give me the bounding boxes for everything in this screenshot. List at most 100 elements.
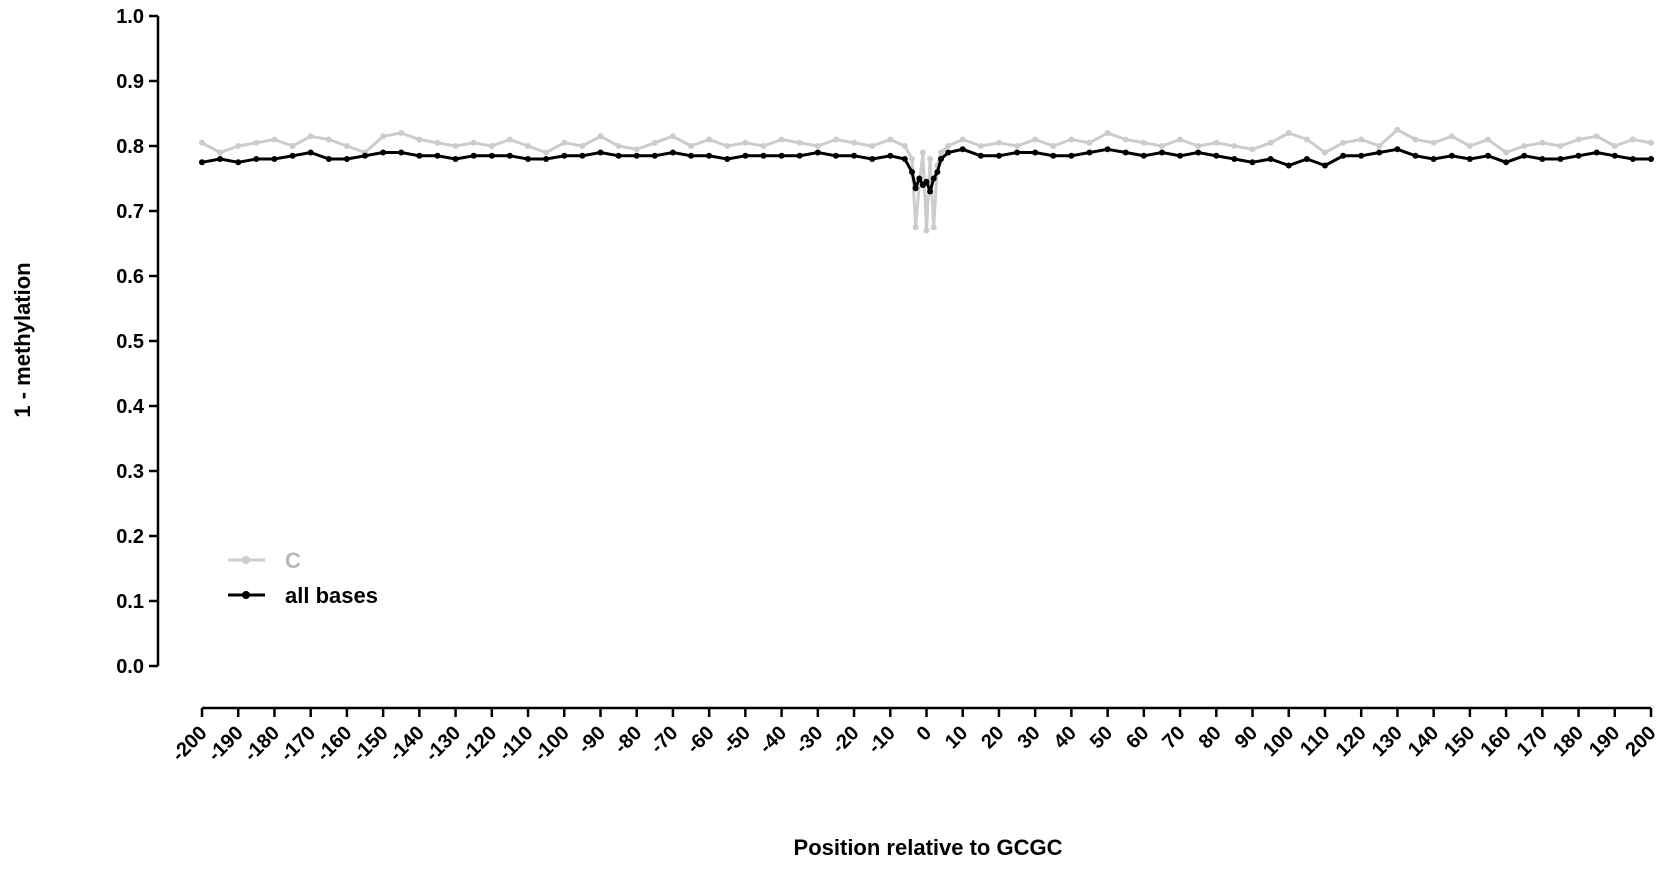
data-point-all-bases [959, 146, 966, 153]
data-point-all-bases [633, 152, 640, 159]
data-point-c [669, 133, 676, 140]
x-tick-label: 100 [1259, 722, 1298, 761]
data-point-all-bases [1430, 156, 1437, 162]
data-point-all-bases [1177, 152, 1184, 159]
data-point-all-bases [1466, 156, 1473, 162]
data-point-c [959, 136, 966, 143]
x-tick-label: 50 [1086, 722, 1117, 753]
data-point-c [543, 149, 550, 156]
data-point-all-bases [1521, 152, 1528, 159]
data-point-c [742, 139, 749, 146]
data-point-c [1539, 139, 1546, 146]
data-point-c [1412, 136, 1419, 143]
data-point-c [901, 143, 908, 149]
data-point-c [651, 139, 658, 146]
data-point-c [1177, 136, 1184, 143]
data-point-all-bases [1394, 146, 1401, 153]
data-point-all-bases [271, 156, 278, 162]
y-tick-label: 0.0 [116, 656, 144, 678]
data-point-c [325, 136, 332, 143]
data-point-all-bases [887, 152, 894, 159]
data-point-all-bases [1267, 156, 1274, 162]
data-point-c [1376, 143, 1383, 149]
x-tick-label: 90 [1231, 722, 1262, 753]
data-point-c [851, 139, 858, 146]
data-point-c [343, 143, 350, 149]
data-point-all-bases [1014, 149, 1021, 156]
y-tick-label: 0.8 [116, 136, 144, 158]
data-point-c [1448, 133, 1455, 140]
data-point-c [1195, 143, 1202, 149]
x-axis-title: Position relative to GCGC [794, 835, 1063, 860]
data-point-all-bases [253, 156, 260, 162]
data-point-all-bases [912, 185, 919, 192]
legend-marker-all-bases [242, 591, 250, 599]
data-point-all-bases [923, 178, 930, 185]
data-point-all-bases [938, 156, 944, 162]
x-tick-label: 170 [1513, 722, 1552, 761]
data-point-all-bases [325, 156, 332, 162]
data-point-all-bases [796, 152, 803, 159]
data-point-c [1068, 136, 1075, 143]
data-point-all-bases [452, 156, 459, 162]
data-point-c [633, 146, 640, 153]
data-point-all-bases [814, 149, 821, 156]
x-tick-label: 70 [1158, 722, 1189, 753]
y-tick-label: 0.1 [116, 591, 144, 613]
data-point-all-bases [470, 152, 477, 159]
data-point-all-bases [1322, 162, 1328, 169]
data-point-c [561, 139, 568, 146]
x-tick-label: -190 [204, 722, 248, 766]
data-point-c [1159, 143, 1165, 149]
data-point-c [253, 139, 260, 146]
data-point-c [778, 136, 785, 143]
x-tick-label: 130 [1368, 722, 1407, 761]
data-point-all-bases [945, 149, 952, 156]
data-point-c [416, 136, 423, 143]
x-tick-label: 180 [1549, 722, 1588, 761]
x-tick-label: -60 [683, 722, 719, 758]
data-point-c [760, 143, 767, 149]
data-point-all-bases [1050, 152, 1057, 159]
data-point-all-bases [307, 149, 314, 156]
data-point-c [488, 143, 495, 149]
data-point-c [945, 143, 952, 149]
data-point-c [1050, 143, 1057, 149]
x-tick-label: 80 [1195, 722, 1226, 753]
x-tick-label: -10 [864, 722, 900, 758]
x-tick-label: -20 [828, 722, 864, 758]
data-point-c [1303, 136, 1310, 143]
data-point-c [1285, 130, 1292, 136]
data-point-all-bases [506, 152, 513, 159]
data-point-all-bases [289, 152, 296, 159]
data-point-all-bases [869, 156, 876, 162]
x-tick-label: 60 [1122, 722, 1153, 753]
data-point-all-bases [1340, 152, 1347, 159]
data-point-c [887, 136, 894, 143]
data-point-all-bases [343, 156, 350, 162]
legend-marker-c [242, 556, 250, 564]
x-tick-label: -160 [313, 722, 357, 766]
data-point-all-bases [901, 156, 908, 162]
data-point-all-bases [416, 152, 423, 159]
data-point-all-bases [1140, 152, 1147, 159]
x-tick-label: 120 [1332, 722, 1371, 761]
data-point-all-bases [561, 152, 568, 159]
data-point-all-bases [1448, 152, 1455, 159]
data-point-c [1340, 139, 1347, 146]
data-point-c [235, 143, 242, 149]
data-point-c [615, 143, 622, 149]
x-tick-label: -80 [610, 722, 646, 758]
data-point-c [307, 133, 314, 140]
x-tick-label: 20 [977, 722, 1008, 753]
data-point-all-bases [1104, 146, 1111, 153]
x-axis: -200-190-180-170-160-150-140-130-120-110… [168, 706, 1661, 766]
data-point-all-bases [996, 152, 1002, 159]
data-point-all-bases [1575, 152, 1582, 159]
data-point-all-bases [199, 159, 205, 166]
data-point-c [434, 139, 441, 146]
data-point-c [1122, 136, 1129, 143]
data-point-all-bases [1485, 152, 1491, 159]
data-point-c [923, 227, 930, 234]
